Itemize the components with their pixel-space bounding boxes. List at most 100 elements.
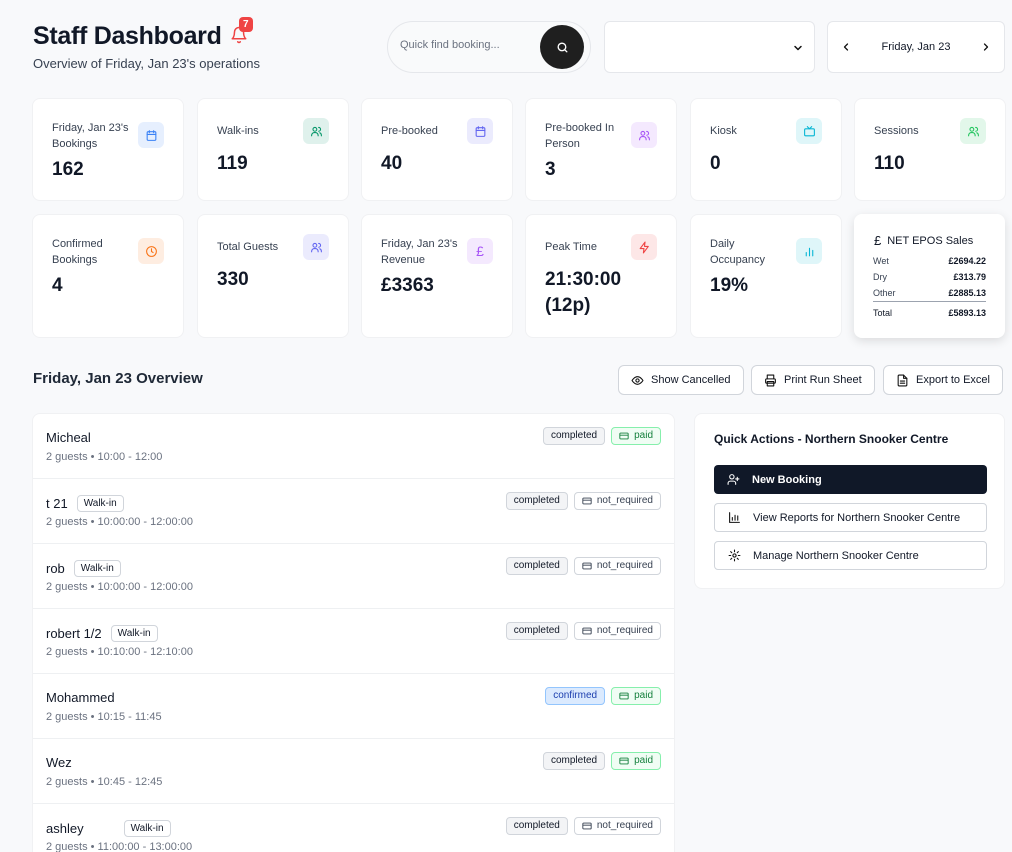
status-badge: completed: [505, 492, 568, 510]
view-reports-label: View Reports for Northern Snooker Centre: [753, 511, 961, 524]
status-badge: completed: [505, 817, 568, 835]
stat-label: Sessions: [874, 125, 919, 137]
overview-title: Friday, Jan 23 Overview: [33, 370, 203, 387]
payment-badge-label: not_required: [596, 495, 653, 506]
print-run-sheet-button[interactable]: Print Run Sheet: [751, 365, 875, 395]
users-icon: [303, 118, 329, 144]
current-date[interactable]: Friday, Jan 23: [881, 41, 951, 53]
payment-badge: not_required: [573, 492, 661, 510]
bar-chart-icon: [729, 512, 740, 523]
search-input[interactable]: [400, 39, 540, 51]
booking-meta: 2 guests • 11:00:00 - 13:00:00: [46, 841, 193, 852]
stat-label: Pre-booked: [381, 125, 438, 137]
booking-row[interactable]: Wez 2 guests • 10:45 - 12:45 completed paid: [33, 739, 674, 804]
notification-badge: 7: [239, 17, 253, 32]
search-button[interactable]: [540, 25, 584, 69]
chevron-down-icon: [794, 45, 802, 51]
tv-icon: [796, 118, 822, 144]
booking-name: t 21 Walk-in: [46, 495, 124, 512]
credit-card-icon: [619, 432, 629, 440]
stat-card: Friday, Jan 23's Bookings 162: [32, 98, 184, 201]
quick-actions-title: Quick Actions - Northern Snooker Centre: [714, 432, 949, 446]
epos-sales-card: £ NET EPOS Sales Wet £2694.22 Dry £313.79 …: [854, 214, 1005, 338]
booking-meta: 2 guests • 10:00:00 - 12:00:00: [46, 516, 193, 528]
eye-icon: [631, 375, 644, 385]
bar-chart-icon: [796, 238, 822, 264]
epos-row-dry: Dry £313.79: [873, 272, 986, 282]
manage-venue-button[interactable]: Manage Northern Snooker Centre: [714, 541, 987, 570]
epos-title: NET EPOS Sales: [887, 234, 974, 247]
payment-badge-label: not_required: [596, 560, 653, 571]
quick-actions-card: Quick Actions - Northern Snooker Centre …: [694, 413, 1005, 589]
payment-badge-label: not_required: [596, 820, 653, 831]
show-cancelled-button[interactable]: Show Cancelled: [618, 365, 744, 395]
booking-meta: 2 guests • 10:10:00 - 12:10:00: [46, 646, 193, 658]
walk-in-badge: Walk-in: [110, 625, 158, 642]
epos-row-other: Other £2885.13: [873, 288, 986, 298]
stat-card: Total Guests 330: [197, 214, 349, 338]
status-badge: completed: [505, 557, 568, 575]
chevron-right-icon[interactable]: [980, 41, 992, 53]
view-reports-button[interactable]: View Reports for Northern Snooker Centre: [714, 503, 987, 532]
export-excel-button[interactable]: Export to Excel: [883, 365, 1003, 395]
payment-badge: paid: [611, 752, 661, 770]
booking-row[interactable]: Mohammed 2 guests • 10:15 - 11:45 confirme…: [33, 674, 674, 739]
search-icon: [556, 41, 568, 53]
credit-card-icon: [582, 497, 592, 505]
epos-divider: [873, 301, 986, 302]
pound-icon: £: [467, 238, 493, 264]
quick-find-search: [387, 21, 591, 73]
booking-row[interactable]: t 21 Walk-in 2 guests • 10:00:00 - 12:00:0…: [33, 479, 674, 544]
new-booking-button[interactable]: New Booking: [714, 465, 987, 494]
booking-tags: confirmed paid: [545, 687, 661, 705]
walk-in-badge: Walk-in: [76, 495, 124, 512]
booking-name: Micheal: [46, 430, 91, 445]
bolt-icon: [631, 234, 657, 260]
manage-venue-label: Manage Northern Snooker Centre: [753, 549, 919, 562]
booking-name: Mohammed: [46, 690, 115, 705]
payment-badge-label: paid: [634, 690, 653, 701]
booking-name-text: Wez: [46, 755, 72, 770]
stat-value: £3363: [381, 275, 434, 296]
status-badge: completed: [505, 622, 568, 640]
chevron-left-icon[interactable]: [840, 41, 852, 53]
stat-value: 19%: [710, 275, 749, 296]
walk-in-badge: Walk-in: [123, 820, 171, 837]
calendar-icon: [138, 122, 164, 148]
walk-in-badge: Walk-in: [73, 560, 121, 577]
booking-name-text: Micheal: [46, 430, 91, 445]
payment-badge-label: paid: [634, 430, 653, 441]
stat-value: 3: [545, 159, 556, 180]
booking-tags: completed not_required: [505, 492, 661, 510]
venue-select[interactable]: [604, 21, 815, 73]
booking-row[interactable]: ashley Walk-in 2 guests • 11:00:00 - 13:00…: [33, 804, 674, 852]
booking-name-text: ashley: [46, 821, 84, 836]
booking-meta: 2 guests • 10:00:00 - 12:00:00: [46, 581, 193, 593]
stat-label: Total Guests: [217, 241, 279, 253]
booking-row[interactable]: rob Walk-in 2 guests • 10:00:00 - 12:00:00…: [33, 544, 674, 609]
booking-list: Micheal 2 guests • 10:00 - 12:00 completed…: [32, 413, 675, 852]
payment-badge-label: not_required: [596, 625, 653, 636]
stat-card: Pre-booked 40: [361, 98, 513, 201]
pound-icon: £: [874, 233, 882, 248]
printer-icon: [765, 374, 776, 386]
booking-tags: completed paid: [542, 752, 661, 770]
payment-badge: paid: [611, 427, 661, 445]
payment-badge: paid: [611, 687, 661, 705]
booking-name: ashley Walk-in: [46, 820, 171, 837]
payment-badge-label: paid: [634, 755, 653, 766]
show-cancelled-label: Show Cancelled: [651, 374, 731, 386]
stat-label: Walk-ins: [217, 125, 259, 137]
booking-row[interactable]: robert 1/2 Walk-in 2 guests • 10:10:00 - 1…: [33, 609, 674, 674]
stat-value: 0: [710, 153, 721, 174]
export-excel-label: Export to Excel: [916, 374, 990, 386]
booking-row[interactable]: Micheal 2 guests • 10:00 - 12:00 completed…: [33, 414, 674, 479]
clock-icon: [138, 238, 164, 264]
stat-label: Kiosk: [710, 125, 737, 137]
file-spreadsheet-icon: [897, 374, 908, 386]
gear-icon: [728, 549, 741, 562]
stat-card: Daily Occupancy 19%: [690, 214, 842, 338]
calendar-icon: [467, 118, 493, 144]
print-run-sheet-label: Print Run Sheet: [784, 374, 862, 386]
credit-card-icon: [619, 692, 629, 700]
